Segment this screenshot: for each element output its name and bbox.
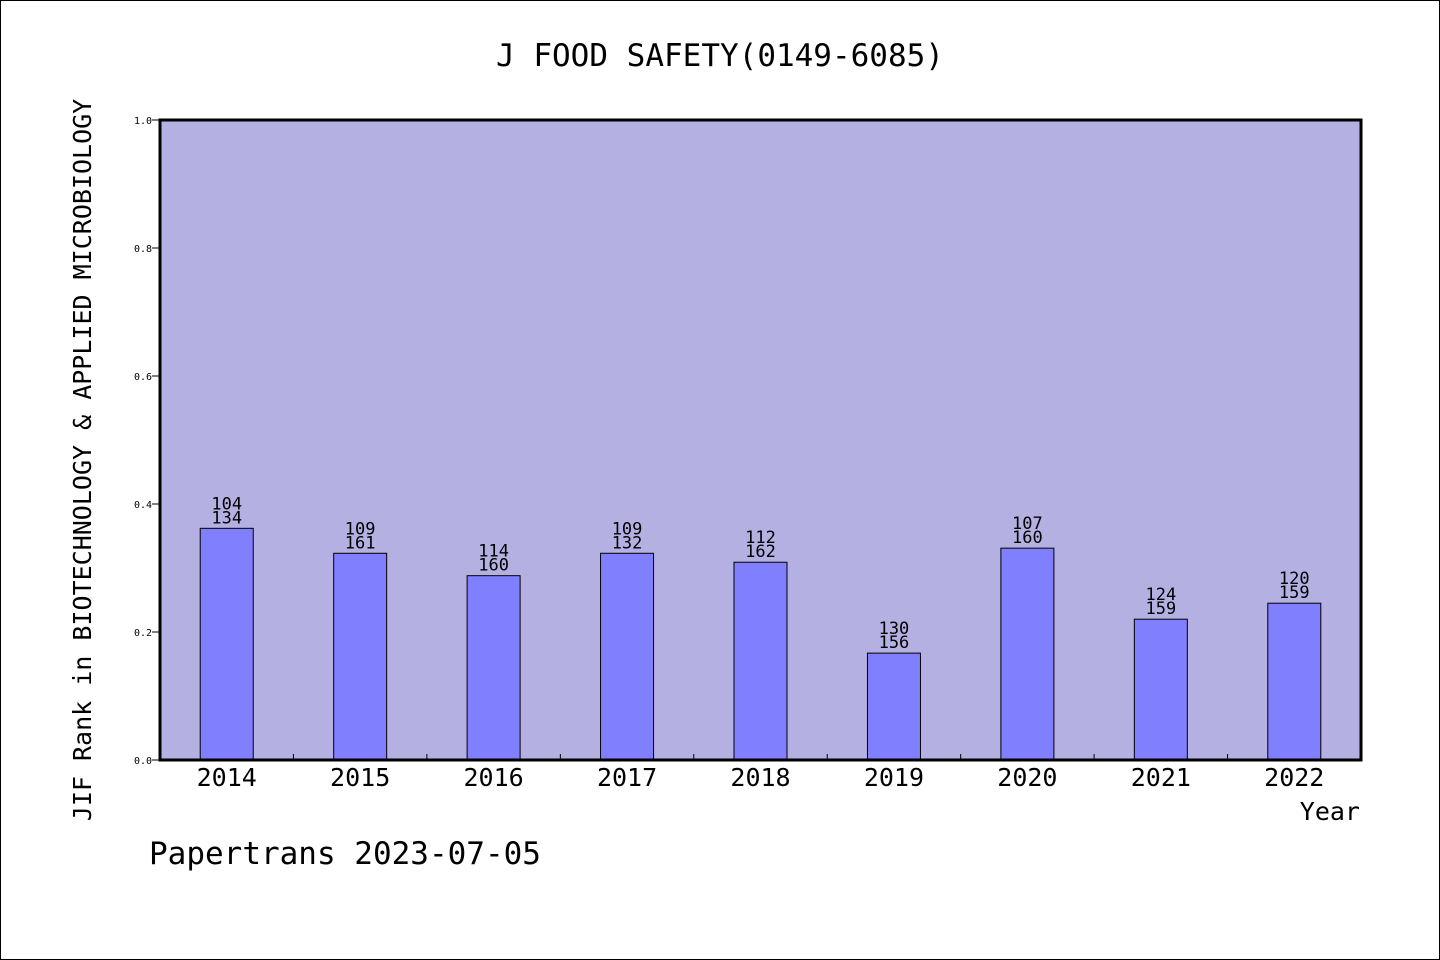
bar-total-label: 162 bbox=[745, 542, 776, 562]
bar-2020 bbox=[1000, 547, 1055, 761]
bar-rank-label: 107 bbox=[1012, 514, 1043, 534]
bar-2017 bbox=[600, 552, 655, 761]
x-tick-label: 2016 bbox=[464, 763, 524, 792]
bar-rank-label: 114 bbox=[478, 542, 509, 562]
footer-source: Papertrans 2023-07-05 bbox=[149, 836, 541, 872]
chart-title: J FOOD SAFETY(0149-6085) bbox=[496, 38, 944, 74]
y-tick-label: 0.8 bbox=[134, 244, 152, 255]
bar-total-label: 159 bbox=[1279, 583, 1310, 603]
x-tick-label: 2015 bbox=[330, 763, 390, 792]
bar-2016 bbox=[466, 575, 521, 761]
bar-rank-label: 104 bbox=[211, 494, 242, 514]
bar-2014 bbox=[199, 527, 254, 761]
y-tick-label: 0.4 bbox=[134, 500, 152, 511]
x-axis-label: Year bbox=[1300, 797, 1360, 826]
x-axis: 2014 2015 2016 2017 2018 2019 2020 2021 2022 bbox=[197, 754, 1324, 792]
bar-rank-label: 130 bbox=[879, 619, 910, 639]
y-axis-label: JIF Rank in BIOTECHNOLOGY & APPLIED MICR… bbox=[68, 99, 97, 821]
x-tick-label: 2017 bbox=[597, 763, 657, 792]
y-tick-label: 0.2 bbox=[134, 628, 152, 639]
bar-rank-label: 109 bbox=[345, 519, 376, 539]
bar-rank-label: 112 bbox=[745, 528, 776, 548]
bar-total-label: 161 bbox=[345, 533, 376, 553]
y-tick-label: 0.6 bbox=[134, 372, 152, 383]
bar-total-label: 159 bbox=[1145, 599, 1176, 619]
bar-total-label: 132 bbox=[612, 533, 643, 553]
bar-total-label: 156 bbox=[879, 633, 910, 653]
bar-2015 bbox=[333, 552, 388, 761]
bar-2021 bbox=[1133, 618, 1188, 761]
x-tick-label: 2018 bbox=[730, 763, 790, 792]
x-tick-label: 2014 bbox=[197, 763, 257, 792]
x-tick-label: 2019 bbox=[864, 763, 924, 792]
bar-total-label: 160 bbox=[478, 556, 509, 576]
bar-rank-label: 124 bbox=[1145, 585, 1176, 605]
x-tick-label: 2021 bbox=[1131, 763, 1191, 792]
x-tick-label: 2022 bbox=[1264, 763, 1324, 792]
bar-rank-label: 120 bbox=[1279, 569, 1310, 589]
bar-total-label: 134 bbox=[211, 508, 242, 528]
bar-2018 bbox=[733, 561, 788, 761]
bar-2022 bbox=[1267, 602, 1322, 761]
bar-total-label: 160 bbox=[1012, 528, 1043, 548]
plot-border bbox=[158, 118, 1363, 762]
y-tick-label: 0.0 bbox=[134, 756, 152, 767]
x-tick-label: 2020 bbox=[997, 763, 1057, 792]
bar-rank-label: 109 bbox=[612, 519, 643, 539]
bar-2019 bbox=[866, 652, 921, 761]
y-tick-label: 1.0 bbox=[134, 116, 152, 127]
y-axis: 0.0 0.2 0.4 0.6 0.8 1.0 bbox=[134, 116, 160, 767]
